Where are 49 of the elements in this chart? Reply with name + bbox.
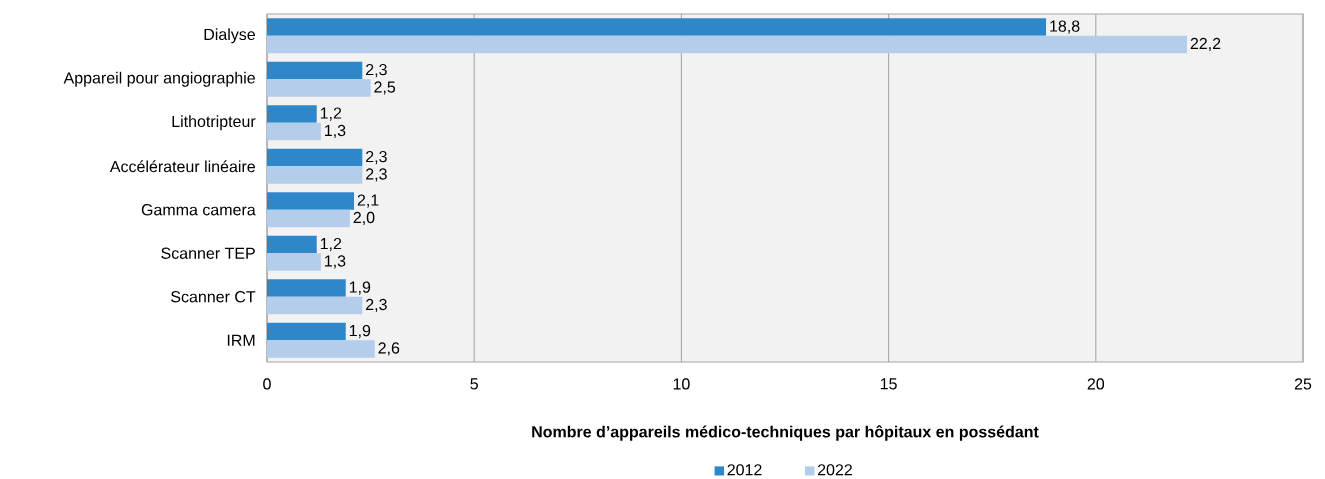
data-label: 1,9 xyxy=(349,324,371,339)
data-label: 1,2 xyxy=(320,237,342,252)
data-label: 2,3 xyxy=(366,298,387,313)
x-tick-label: 15 xyxy=(880,378,897,390)
bar xyxy=(267,61,363,80)
bar xyxy=(267,79,371,97)
bar xyxy=(267,322,346,341)
bar xyxy=(267,192,355,210)
bar xyxy=(267,253,321,271)
data-label: 2,3 xyxy=(366,168,387,182)
bar xyxy=(267,122,321,141)
data-label: 2,1 xyxy=(357,194,379,208)
data-label: 18,8 xyxy=(1050,20,1080,34)
data-label: 22,2 xyxy=(1190,37,1221,52)
bar xyxy=(267,279,346,297)
y-tick-label: IRM xyxy=(227,334,255,346)
x-tick-label: 25 xyxy=(1294,378,1312,390)
y-tick-label: Scanner CT xyxy=(171,291,256,303)
y-tick-label: Accélérateur linéaire xyxy=(109,160,255,173)
legend-label: 2012 xyxy=(727,464,762,476)
x-axis-title: Nombre d’appareils médico-techniques par hôpitaux en possédant xyxy=(532,425,1039,441)
x-tick-label: 10 xyxy=(673,378,690,390)
bar xyxy=(267,296,363,315)
data-label: 1,9 xyxy=(349,281,371,295)
data-label: 2,3 xyxy=(366,63,387,78)
data-label: 1,2 xyxy=(320,107,342,121)
data-label: 2,0 xyxy=(353,211,375,226)
data-label: 2,6 xyxy=(378,342,400,356)
bar xyxy=(267,105,317,123)
bar xyxy=(267,340,375,358)
y-tick-label: Scanner TEP xyxy=(161,247,255,259)
data-label: 1,3 xyxy=(325,124,346,139)
x-tick-label: 0 xyxy=(263,378,271,390)
bar xyxy=(267,166,363,184)
bar xyxy=(267,209,350,228)
data-label: 1,3 xyxy=(325,255,346,269)
bar xyxy=(267,18,1047,36)
y-tick-label: Appareil pour angiographie xyxy=(63,71,255,87)
data-label: 2,5 xyxy=(374,81,396,95)
y-tick-label: Gamma camera xyxy=(141,204,256,216)
data-label: 2,3 xyxy=(366,150,387,165)
bar xyxy=(267,235,317,254)
legend-label: 2022 xyxy=(817,464,852,476)
y-tick-label: Dialyse xyxy=(204,28,255,44)
x-tick-label: 5 xyxy=(470,378,478,390)
bar xyxy=(267,35,1187,54)
x-tick-label: 20 xyxy=(1087,378,1105,390)
bar xyxy=(267,148,363,167)
y-tick-label: Lithotripteur xyxy=(172,115,256,131)
